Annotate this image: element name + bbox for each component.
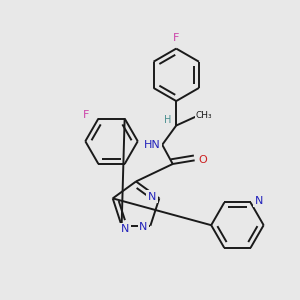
Text: CH₃: CH₃	[196, 110, 212, 119]
Text: F: F	[173, 33, 179, 43]
Text: O: O	[198, 155, 207, 166]
Text: N: N	[139, 223, 148, 232]
Text: H: H	[164, 115, 171, 125]
Text: F: F	[83, 110, 89, 120]
Text: N: N	[255, 196, 263, 206]
Text: HN: HN	[144, 140, 160, 150]
Text: N: N	[148, 192, 157, 202]
Text: N: N	[121, 224, 129, 234]
